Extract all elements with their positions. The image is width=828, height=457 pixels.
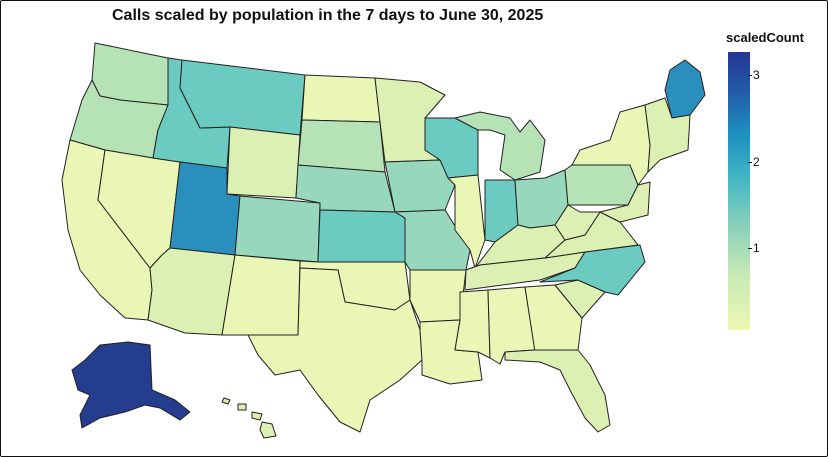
state-south-dakota — [297, 119, 386, 173]
state-hawaii — [221, 397, 277, 439]
state-colorado — [234, 195, 321, 263]
state-arizona — [147, 247, 236, 336]
state-florida — [504, 349, 611, 433]
legend-title: scaledCount — [726, 30, 805, 45]
state-arkansas — [409, 269, 467, 323]
state-north-dakota — [301, 74, 381, 123]
legend-tick-1: 1 — [748, 241, 760, 255]
state-washington — [91, 42, 169, 106]
state-new-mexico — [221, 254, 301, 336]
legend-tick-3: 3 — [748, 68, 760, 82]
legend-tick-2: 2 — [748, 155, 760, 169]
state-mississippi — [454, 289, 491, 359]
state-alaska — [71, 341, 191, 429]
state-montana — [179, 59, 306, 136]
state-pennsylvania — [564, 164, 639, 206]
state-new-england — [644, 97, 691, 173]
state-iowa — [384, 159, 456, 213]
state-mid-atlantic — [599, 181, 651, 223]
state-illinois — [447, 174, 486, 269]
color-scale-bar — [728, 52, 750, 330]
state-maine — [664, 59, 706, 119]
map-title: Calls scaled by population in the 7 days… — [112, 7, 544, 24]
state-texas — [247, 267, 423, 433]
state-michigan — [454, 111, 546, 181]
state-kansas — [317, 209, 406, 263]
state-georgia — [524, 284, 583, 353]
state-wyoming — [226, 126, 301, 199]
